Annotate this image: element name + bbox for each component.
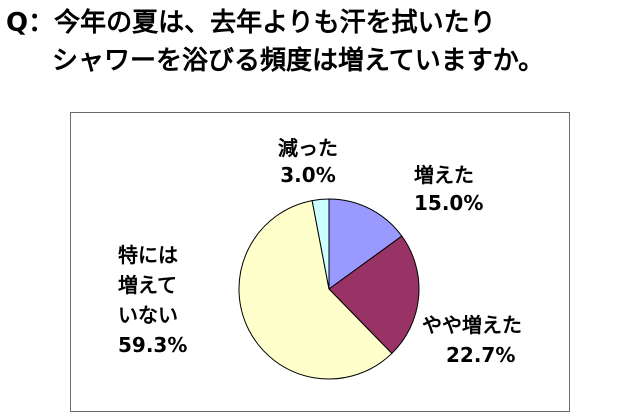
question-line-1: Q：今年の夏は、去年よりも汗を拭いたり <box>6 8 496 38</box>
label-increased-value: 15.0% <box>414 191 483 215</box>
pie-slices <box>238 198 420 380</box>
slice-slightly-increased <box>328 235 420 355</box>
slice-increased <box>328 198 403 290</box>
label-none-line-2: 増えて <box>118 273 177 297</box>
label-none-value: 59.3% <box>118 333 187 357</box>
label-slightly-name: やや増えた <box>422 313 522 337</box>
slice-decreased <box>311 198 330 290</box>
question-line-2: シャワーを浴びる頻度は増えていますか。 <box>52 46 545 76</box>
survey-question: Q：今年の夏は、去年よりも汗を拭いたり シャワーを浴びる頻度は増えていますか。 <box>6 4 636 80</box>
label-decreased-name: 減った <box>278 136 338 160</box>
label-slightly-value: 22.7% <box>446 343 515 367</box>
label-none-line-3: いない <box>118 303 178 327</box>
label-increased-name: 増えた <box>414 163 474 187</box>
slice-not-increased <box>238 200 393 380</box>
label-none-line-1: 特には <box>118 243 178 267</box>
label-decreased-value: 3.0% <box>280 163 335 187</box>
